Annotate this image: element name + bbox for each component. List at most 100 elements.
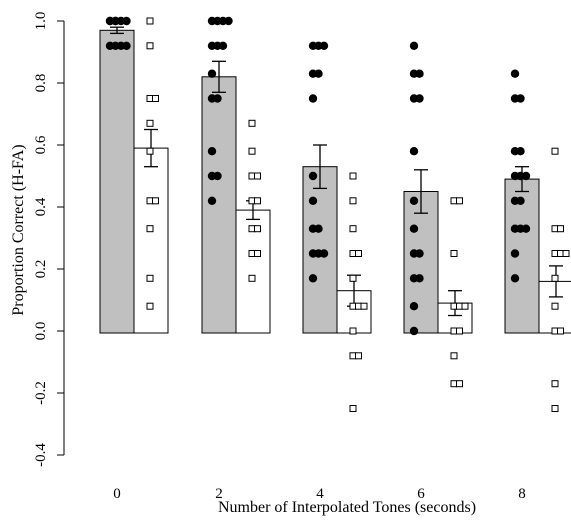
y-tick-label: 0.2 <box>33 260 49 279</box>
bar-8-series1 <box>504 178 540 334</box>
data-point-8-series1 <box>521 171 531 181</box>
data-point-2-series2 <box>254 197 261 205</box>
data-point-8-series1 <box>516 147 525 156</box>
data-point-2-series2 <box>248 147 256 155</box>
data-point-4-series2 <box>355 352 362 360</box>
data-point-0-series2 <box>146 302 154 310</box>
data-point-6-series1 <box>409 147 419 156</box>
data-point-0-series2 <box>146 274 154 282</box>
data-point-6-series1 <box>415 94 424 103</box>
data-point-8-series2 <box>551 380 559 388</box>
bar-4-series2 <box>336 290 372 334</box>
data-point-4-series1 <box>308 196 318 205</box>
data-point-2-series2 <box>248 274 256 282</box>
data-point-0-series1 <box>122 16 131 26</box>
points-layer <box>105 16 570 412</box>
data-point-6-series2 <box>456 197 463 205</box>
y-tick-label: 0.0 <box>33 322 49 341</box>
y-tick-label: -0.4 <box>33 443 49 467</box>
data-point-0-series1 <box>122 41 131 50</box>
data-point-8-series2 <box>551 274 559 282</box>
data-point-0-series2 <box>146 147 154 155</box>
data-point-0-series2 <box>146 42 154 50</box>
data-point-6-series1 <box>415 274 424 283</box>
data-point-6-series2 <box>450 352 458 360</box>
data-point-4-series1 <box>319 41 329 50</box>
data-point-8-series1 <box>516 94 525 103</box>
data-point-4-series1 <box>308 171 318 181</box>
data-point-8-series1 <box>510 249 520 258</box>
y-tick-label: 1.0 <box>33 12 49 31</box>
y-tick-label: 0.4 <box>33 197 49 216</box>
data-point-8-series2 <box>557 327 564 335</box>
data-point-6-series1 <box>409 196 419 205</box>
data-point-4-series1 <box>314 69 323 78</box>
data-point-6-series1 <box>415 249 424 258</box>
data-point-8-series1 <box>516 196 525 205</box>
x-tick-label: 0 <box>113 486 121 502</box>
bar-2-series1 <box>201 76 237 334</box>
x-tick-label: 8 <box>518 486 526 502</box>
data-point-2-series2 <box>248 119 256 127</box>
x-axis-title: Number of Interpolated Tones (seconds) <box>218 499 476 516</box>
data-point-2-series2 <box>254 172 261 180</box>
data-point-6-series1 <box>415 69 424 78</box>
data-point-2-series2 <box>254 225 261 233</box>
data-point-0-series2 <box>146 225 154 233</box>
data-point-4-series2 <box>360 302 368 310</box>
data-point-2-series2 <box>254 250 261 257</box>
x-tick-label: 4 <box>316 486 324 502</box>
data-point-0-series2 <box>146 17 154 25</box>
x-tick-label: 6 <box>417 486 425 502</box>
data-point-0-series2 <box>152 197 159 205</box>
data-point-8-series2 <box>551 147 559 155</box>
data-point-6-series2 <box>456 327 463 335</box>
x-tick-label: 2 <box>215 486 223 502</box>
data-point-2-series1 <box>207 196 217 205</box>
data-point-0-series2 <box>152 95 159 102</box>
data-point-2-series1 <box>207 69 217 78</box>
data-point-6-series1 <box>409 302 419 311</box>
y-tick-label: -0.2 <box>33 381 49 405</box>
data-point-4-series2 <box>349 197 357 205</box>
data-point-4-series2 <box>349 172 357 180</box>
axes-layer: 0 2 4 6 8 -0.4 -0.2 0.0 0.2 0.4 0.6 0.8 1.0 <box>33 12 526 502</box>
bars-layer <box>99 29 571 334</box>
data-point-8-series1 <box>521 224 531 233</box>
bar-8-series2 <box>538 280 571 334</box>
data-point-4-series2 <box>349 405 357 412</box>
data-point-8-series2 <box>551 302 559 310</box>
data-point-2-series1 <box>218 41 228 50</box>
y-tick-label: 0.8 <box>33 74 49 93</box>
data-point-2-series1 <box>213 171 222 181</box>
data-point-6-series1 <box>409 41 419 50</box>
data-point-8-series1 <box>510 274 520 283</box>
data-point-6-series1 <box>409 326 419 336</box>
bar-6-series1 <box>403 191 439 334</box>
data-point-6-series1 <box>409 224 419 233</box>
data-point-8-series2 <box>562 250 570 257</box>
data-point-2-series1 <box>224 16 233 26</box>
y-axis-title: Proportion Correct (H-FA) <box>10 144 27 315</box>
data-point-0-series2 <box>146 119 154 127</box>
data-point-2-series1 <box>207 147 217 156</box>
bar-0-series2 <box>133 147 169 334</box>
data-point-6-series2 <box>450 250 458 257</box>
data-point-4-series2 <box>349 327 357 335</box>
data-point-4-series2 <box>355 250 362 257</box>
data-point-8-series2 <box>557 225 564 233</box>
data-point-6-series2 <box>456 380 463 388</box>
data-point-4-series1 <box>314 224 323 233</box>
data-point-4-series1 <box>308 274 318 283</box>
data-point-0-series1 <box>111 16 120 26</box>
data-point-8-series2 <box>551 405 559 412</box>
data-point-4-series2 <box>349 274 357 282</box>
data-point-4-series1 <box>308 94 318 103</box>
data-point-6-series2 <box>461 302 469 310</box>
data-point-4-series2 <box>349 225 357 233</box>
y-tick-label: 0.6 <box>33 135 49 154</box>
data-point-8-series1 <box>510 69 520 78</box>
bar-0-series1 <box>99 29 135 334</box>
data-point-4-series1 <box>319 249 329 258</box>
